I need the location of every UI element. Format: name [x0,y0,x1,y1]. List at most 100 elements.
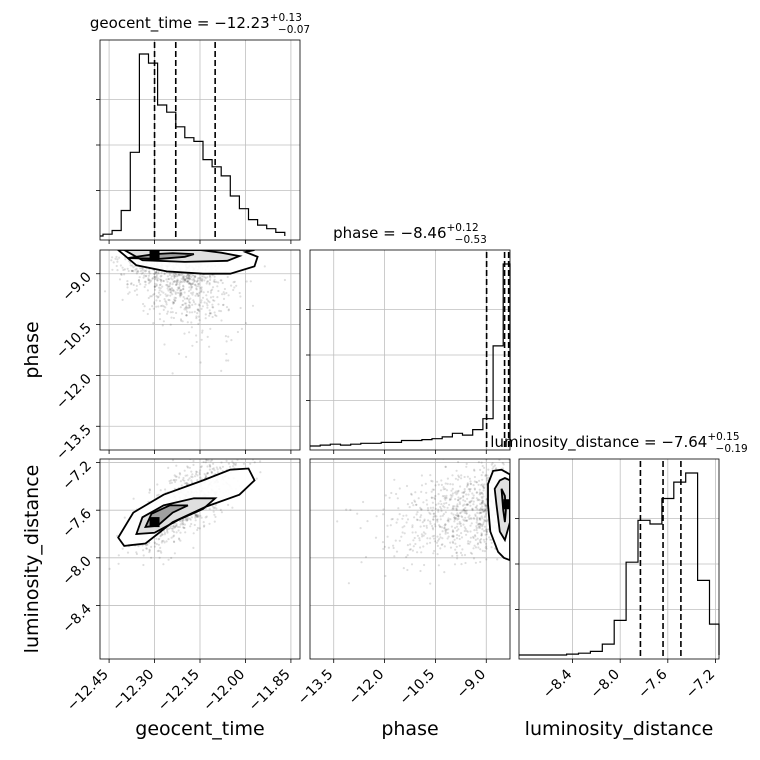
sample-point [230,284,233,287]
sample-point [201,277,204,280]
sample-point [203,472,206,476]
sample-point [148,308,151,311]
sample-point [227,308,230,311]
sample-point [147,278,150,281]
title-label: luminosity_distance [490,433,639,452]
sample-point [208,522,211,525]
sample-point [191,473,194,476]
sample-point [160,290,163,293]
sample-point [470,552,474,555]
sample-point [154,272,157,275]
sample-point [462,494,465,498]
sample-point [167,277,170,281]
sample-point [169,294,172,297]
sample-point [200,286,203,289]
sample-point [467,493,470,496]
sample-point [215,314,218,318]
sample-point [197,309,200,312]
sample-point [434,525,437,528]
sample-point [433,497,436,501]
sample-point [177,287,181,290]
sample-point [196,479,199,482]
sample-point [478,512,481,515]
sample-point [486,474,489,477]
sample-point [188,466,191,469]
sample-point [148,488,151,491]
sample-point [479,508,482,511]
title-sup: +0.13 [270,12,302,24]
sample-point [259,471,262,474]
sample-point [147,277,150,280]
sample-point [209,289,213,292]
sample-point [182,277,185,280]
sample-point [187,306,190,309]
sample-point [103,290,107,293]
sample-point [411,501,414,505]
sample-point [239,306,242,310]
sample-point [242,462,245,465]
sample-point [454,526,457,530]
sample-point [145,547,148,550]
sample-point [182,526,186,529]
sample-point [213,513,216,516]
sample-point [446,531,449,535]
sample-point [149,295,152,298]
sample-point [484,507,487,510]
sample-point [441,514,444,517]
sample-point [181,280,184,283]
sample-point [207,299,210,302]
sample-point [180,519,184,522]
sample-point [411,524,414,527]
sample-point [195,471,198,474]
sample-point [393,555,396,558]
sample-point [163,531,166,534]
sample-point [171,293,174,296]
sample-point [172,534,176,537]
sample-point [148,491,151,494]
sample-point [212,299,215,302]
sample-point [142,309,145,312]
sample-point [152,307,155,310]
sample-point [188,311,191,314]
sample-point [469,536,472,539]
sample-point [157,272,160,275]
sample-point [466,519,469,522]
sample-point [483,525,487,528]
sample-point [336,520,339,523]
sample-point [478,499,481,502]
sample-point [164,488,167,491]
sample-point [222,291,225,294]
sample-point [193,310,196,313]
sample-point [236,459,239,461]
sample-point [283,278,286,282]
sample-point [432,512,435,515]
sample-point [457,528,460,531]
sample-point [183,277,186,280]
sample-point [420,490,423,493]
sample-point [183,278,187,281]
sample-point [439,500,442,503]
sample-point [182,288,185,291]
sample-point [466,497,469,500]
sample-point [444,487,447,491]
sample-point [140,272,143,275]
sample-point [155,273,158,276]
sample-point [475,452,477,454]
sample-point [460,477,463,480]
sample-point [153,272,156,275]
sample-point [419,546,422,549]
sample-point [495,467,498,470]
sample-point [142,554,145,557]
sample-point [438,525,442,528]
sample-point [200,299,203,302]
sample-point [470,522,473,525]
sample-point [198,276,201,280]
sample-point [464,516,467,519]
sample-point [204,516,207,519]
sample-point [477,483,480,486]
sample-point [206,471,209,474]
sample-point [182,526,185,529]
sample-point [196,526,199,530]
sample-point [202,275,205,278]
sample-point [187,281,190,284]
